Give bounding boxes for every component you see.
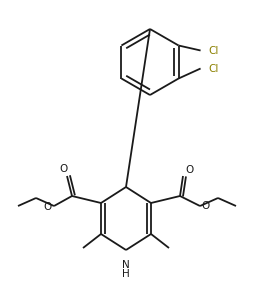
Text: O: O: [202, 201, 210, 211]
Text: N: N: [122, 260, 130, 270]
Text: O: O: [185, 165, 193, 175]
Text: Cl: Cl: [209, 45, 219, 56]
Text: H: H: [122, 269, 130, 279]
Text: Cl: Cl: [209, 63, 219, 74]
Text: O: O: [44, 202, 52, 212]
Text: O: O: [60, 164, 68, 174]
